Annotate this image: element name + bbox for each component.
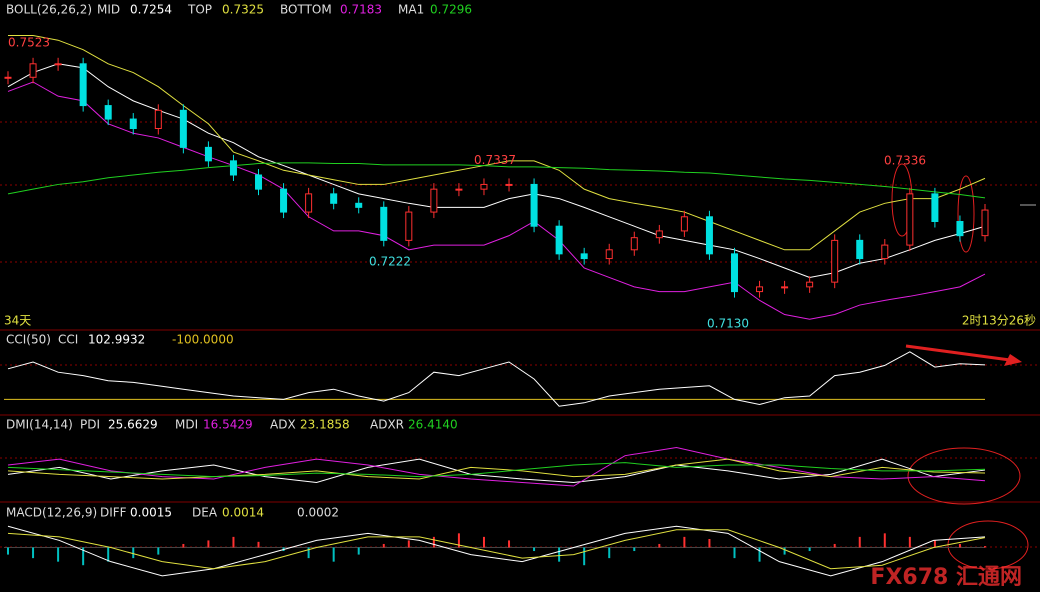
legend-value: 16.5429 [203, 418, 253, 432]
indicator-line [7, 462, 986, 478]
candle [129, 118, 137, 129]
arrow-head [1004, 354, 1022, 366]
reference-label: -100.0000 [172, 333, 234, 347]
candle [54, 63, 62, 66]
indicator-line [7, 351, 986, 407]
candle [605, 249, 613, 260]
panel-title: CCI(50) [6, 333, 51, 347]
highlight-circle [907, 447, 1021, 505]
countdown: 2时13分26秒 [962, 314, 1036, 328]
candle [330, 193, 338, 204]
candle [305, 193, 313, 213]
panel-title: DMI(14,14) [6, 418, 73, 432]
candle [806, 281, 814, 288]
candle [79, 63, 87, 107]
candle [104, 105, 112, 120]
candle [380, 206, 388, 241]
legend-name: TOP [187, 3, 212, 17]
indicator-line [7, 63, 986, 278]
candle [680, 216, 688, 232]
legend-name: BOTTOM [280, 3, 332, 17]
indicator-line [8, 35, 986, 251]
price-annotation: 0.7523 [8, 35, 50, 49]
legend-name: MDI [175, 418, 198, 432]
legend-value: 0.7296 [430, 3, 472, 17]
candle [831, 239, 839, 283]
candle [4, 76, 12, 79]
period-label: 34天 [4, 314, 31, 328]
candle [530, 183, 538, 227]
legend-name: ADXR [370, 418, 404, 432]
candle [781, 286, 789, 289]
candle [280, 188, 288, 213]
candle [981, 209, 989, 237]
legend-value: 26.4140 [408, 418, 458, 432]
legend-name: CCI [58, 333, 78, 347]
legend-name: MID [97, 3, 120, 17]
panel-title: MACD(12,26,9) [6, 506, 97, 520]
candle [931, 193, 939, 223]
candle [29, 63, 37, 78]
candle [756, 286, 764, 293]
candle [154, 109, 162, 129]
candle [856, 239, 864, 260]
legend-name: PDI [80, 418, 100, 432]
indicator-line [7, 525, 986, 577]
legend-value: 102.9932 [88, 333, 145, 347]
candle [630, 237, 638, 251]
grid [0, 121, 1040, 548]
indicator-line [7, 458, 986, 480]
candle [956, 221, 964, 237]
candle [480, 183, 488, 190]
candle [355, 202, 363, 208]
histogram-value: 0.0002 [297, 506, 339, 520]
price-annotation: 0.7130 [707, 316, 749, 330]
legend-value: 0.0014 [222, 506, 264, 520]
candle [705, 216, 713, 255]
legend-value: 0.7183 [340, 3, 382, 17]
legend-name: ADX [270, 418, 296, 432]
indicator-line [7, 81, 986, 320]
candle [730, 253, 738, 293]
highlight-circle [957, 175, 975, 253]
candle [655, 230, 663, 239]
legend-name: DEA [192, 506, 218, 520]
price-annotation: 0.7336 [884, 153, 926, 167]
indicator-line [7, 529, 986, 570]
watermark: FX678 汇通网 [870, 565, 1022, 590]
candle [255, 174, 263, 190]
legend-name: DIFF [100, 506, 127, 520]
candle [555, 225, 563, 255]
candle [505, 183, 513, 186]
candle [405, 211, 413, 241]
legend-value: 0.7254 [130, 3, 172, 17]
price-annotation: 0.7222 [369, 254, 411, 268]
candle [179, 109, 187, 148]
candle [580, 253, 588, 260]
candle [881, 244, 889, 260]
candle [229, 160, 237, 176]
legend-value: 25.6629 [108, 418, 158, 432]
arrow [905, 344, 1011, 362]
legend-value: 0.0015 [130, 506, 172, 520]
legend-value: 23.1858 [300, 418, 350, 432]
price-annotation: 0.7337 [474, 153, 516, 167]
candle [430, 188, 438, 213]
candle [906, 193, 914, 246]
indicator-line [7, 162, 986, 199]
legend-name: MA1 [398, 3, 424, 17]
candle [455, 188, 463, 191]
legend-value: 0.7325 [222, 3, 264, 17]
candle [204, 146, 212, 162]
panel-title: BOLL(26,26,2) [6, 3, 92, 17]
indicator-line [7, 446, 986, 487]
